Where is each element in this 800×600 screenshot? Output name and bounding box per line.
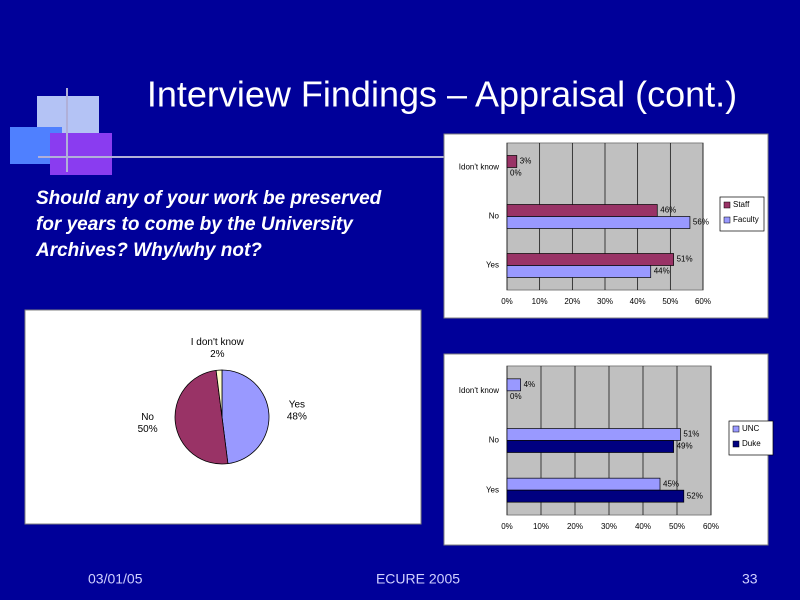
bar <box>506 155 518 168</box>
legend-label: Staff <box>733 200 750 209</box>
value-label: 44% <box>654 267 670 276</box>
pie-label: I don't know <box>191 337 245 348</box>
y-tick-label: Idon't know <box>459 386 499 395</box>
pie-label: Yes <box>289 399 305 410</box>
y-tick-label: Yes <box>486 485 499 494</box>
y-tick-label: Idon't know <box>459 163 499 172</box>
slide-title: Interview Findings – Appraisal (cont.) <box>147 74 737 115</box>
x-tick-label: 60% <box>695 297 711 306</box>
bar <box>506 216 691 229</box>
question-line: for years to come by the University <box>36 214 354 235</box>
value-label: 52% <box>687 491 703 500</box>
legend-label: Faculty <box>733 215 759 224</box>
y-tick-label: No <box>489 436 500 445</box>
pie-label: No <box>141 412 154 423</box>
x-tick-label: 30% <box>597 297 613 306</box>
y-tick-label: No <box>489 212 500 221</box>
legend-swatch <box>732 425 740 433</box>
value-label: 0% <box>510 169 522 178</box>
legend-swatch <box>723 216 731 224</box>
value-label: 4% <box>524 380 536 389</box>
x-tick-label: 50% <box>669 522 685 531</box>
bar <box>506 378 521 392</box>
bar <box>506 477 661 491</box>
x-tick-label: 60% <box>703 522 719 531</box>
bar <box>506 265 652 278</box>
pie-value-label: 48% <box>287 411 307 422</box>
decoration <box>10 88 445 175</box>
x-tick-label: 0% <box>501 522 513 531</box>
x-tick-label: 40% <box>630 297 646 306</box>
legend-label: Duke <box>742 439 761 448</box>
value-label: 56% <box>693 218 709 227</box>
footer-event: ECURE 2005 <box>376 571 460 587</box>
value-label: 3% <box>520 157 532 166</box>
bar <box>506 204 658 217</box>
footer-page: 33 <box>742 571 758 587</box>
bar <box>506 428 681 441</box>
x-tick-label: 0% <box>501 297 513 306</box>
question-line: Should any of your work be preserved <box>36 188 382 209</box>
x-tick-label: 20% <box>564 297 580 306</box>
x-tick-label: 40% <box>635 522 651 531</box>
pie-value-label: 50% <box>138 424 158 435</box>
value-label: 51% <box>683 430 699 439</box>
x-tick-label: 10% <box>533 522 549 531</box>
value-label: 51% <box>677 255 693 264</box>
y-tick-label: Yes <box>486 261 499 270</box>
legend-label: UNC <box>742 424 760 433</box>
value-label: 49% <box>677 442 693 451</box>
x-tick-label: 10% <box>532 297 548 306</box>
question-line: Archives? Why/why not? <box>35 240 262 261</box>
value-label: 45% <box>663 479 679 488</box>
x-tick-label: 20% <box>567 522 583 531</box>
pie-value-label: 2% <box>210 349 225 360</box>
bar <box>506 253 674 266</box>
bar <box>506 440 674 453</box>
legend-swatch <box>732 440 740 448</box>
legend-swatch <box>723 201 731 209</box>
pie-slice <box>215 369 223 418</box>
pie-slice <box>221 369 270 465</box>
x-tick-label: 50% <box>662 297 678 306</box>
x-tick-label: 30% <box>601 522 617 531</box>
value-label: 46% <box>660 206 676 215</box>
value-label: 0% <box>510 392 522 401</box>
pie-slice <box>174 369 229 465</box>
bar <box>506 489 685 503</box>
footer-date: 03/01/05 <box>88 571 143 587</box>
